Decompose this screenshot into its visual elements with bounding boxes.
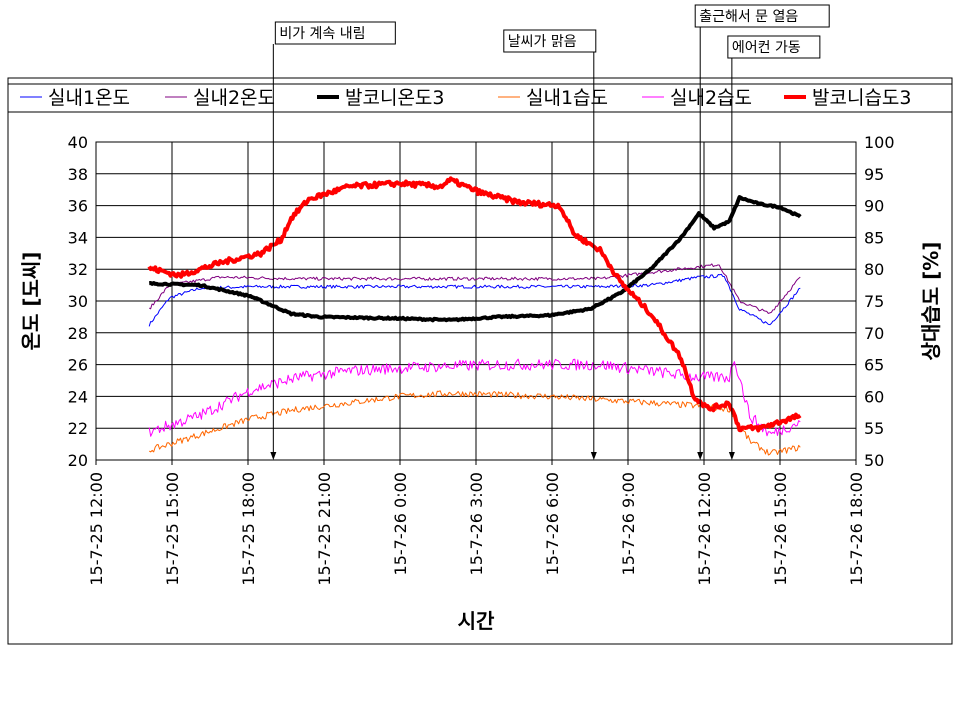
y-right-tick-label: 90 <box>864 197 884 216</box>
y-left-tick-label: 28 <box>68 324 88 343</box>
y-left-tick-label: 30 <box>68 292 88 311</box>
series-line <box>148 195 802 323</box>
annotation-text: 날씨가 맑음 <box>508 34 577 50</box>
y-left-tick-label: 24 <box>68 387 88 406</box>
ticks: 20 22 24 26 28 30 32 34 36 38 40 50 55 60 65 70 75 80 85 90… <box>68 133 895 586</box>
y-left-tick-label: 38 <box>68 165 88 184</box>
annotation-text: 에어컨 가동 <box>732 40 801 56</box>
series-line <box>147 176 802 433</box>
x-axis-label: 시간 <box>458 609 495 633</box>
y-left-tick-label: 32 <box>68 260 88 279</box>
x-tick-label: 15-7-26 9:00 <box>619 472 638 575</box>
x-tick-label: 15-7-26 15:00 <box>771 472 790 586</box>
legend-label: 실내2온도 <box>193 87 275 109</box>
y-right-tick-label: 100 <box>864 133 895 152</box>
annotation-box <box>274 21 396 45</box>
annotation-box <box>694 4 830 28</box>
annotation-arrow-head <box>590 452 597 460</box>
series-line <box>148 358 801 437</box>
y-right-tick-label: 70 <box>864 324 884 343</box>
legend-label: 실내1온도 <box>48 87 130 109</box>
legend-label: 실내1습도 <box>526 87 608 109</box>
legend-label: 실내2습도 <box>670 87 752 109</box>
x-tick-label: 15-7-26 12:00 <box>695 472 714 586</box>
y-right-tick-label: 95 <box>864 165 884 184</box>
x-tick-label: 15-7-26 18:00 <box>847 472 866 586</box>
y-left-tick-label: 26 <box>68 356 88 375</box>
series-line <box>148 273 801 327</box>
annotation-box <box>727 35 821 59</box>
y-right-tick-label: 65 <box>864 356 884 375</box>
legend-label: 발코니습도3 <box>812 87 912 109</box>
x-tick-label: 15-7-26 6:00 <box>543 472 562 575</box>
x-tick-label: 15-7-25 12:00 <box>87 472 106 586</box>
y-right-tick-label: 55 <box>864 419 884 438</box>
y-right-tick-label: 60 <box>864 387 884 406</box>
y-right-tick-label: 50 <box>864 451 884 470</box>
annotation-arrow-head <box>728 452 735 460</box>
annotation-arrow-head <box>697 452 704 460</box>
y-left-tick-label: 40 <box>68 133 88 152</box>
series-line <box>148 263 801 314</box>
annotation-box <box>503 29 597 53</box>
annotation-text: 출근해서 문 열음 <box>699 9 798 25</box>
y-right-tick-label: 75 <box>864 292 884 311</box>
x-tick-label: 15-7-26 3:00 <box>467 472 486 575</box>
annotation-arrow-head <box>270 452 277 460</box>
y-right-tick-label: 80 <box>864 260 884 279</box>
series-line <box>148 390 801 456</box>
y-axis-left-label: 온도 [도씨] <box>19 252 43 351</box>
y-axis-right-label: 상대습도 [%] <box>919 242 943 361</box>
x-tick-label: 15-7-25 15:00 <box>163 472 182 586</box>
x-tick-label: 15-7-26 0:00 <box>391 472 410 575</box>
legend-label: 발코니온도3 <box>345 87 445 109</box>
legend-box <box>7 83 953 113</box>
x-tick-label: 15-7-25 18:00 <box>239 472 258 586</box>
y-left-tick-label: 34 <box>68 228 88 247</box>
series-group <box>147 176 802 456</box>
x-tick-label: 15-7-25 21:00 <box>315 472 334 586</box>
y-left-tick-label: 20 <box>68 451 88 470</box>
y-right-tick-label: 85 <box>864 228 884 247</box>
annotation-text: 비가 계속 내림 <box>279 26 365 42</box>
y-left-tick-label: 22 <box>68 419 88 438</box>
y-left-tick-label: 36 <box>68 197 88 216</box>
